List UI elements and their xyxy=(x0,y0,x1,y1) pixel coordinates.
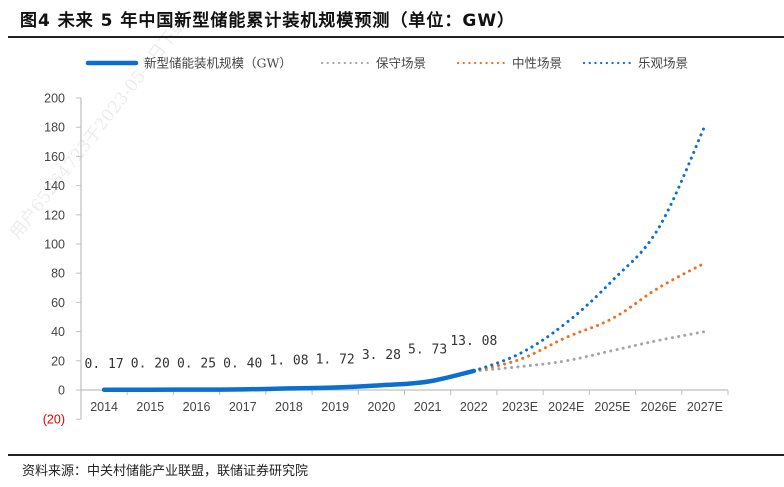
top-divider xyxy=(8,36,784,38)
data-label: 0. 17 xyxy=(85,357,124,372)
series-actual xyxy=(101,368,477,393)
x-tick-label: 2014 xyxy=(90,400,118,414)
y-tick-label: 80 xyxy=(51,267,65,281)
x-tick-label: 2017 xyxy=(229,400,257,414)
series-line-neutral xyxy=(472,261,707,373)
legend-item-conservative: 保守场景 xyxy=(320,56,426,71)
series-optimistic xyxy=(472,124,707,373)
data-label: 1. 72 xyxy=(316,352,355,367)
data-label: 0. 40 xyxy=(223,356,262,371)
y-tick-label: 200 xyxy=(44,92,65,106)
series-layer xyxy=(101,124,707,393)
data-label: 0. 20 xyxy=(131,357,170,372)
x-tick-label: 2025E xyxy=(594,400,630,414)
series-line-actual xyxy=(101,368,477,393)
data-labels: 0. 17 0. 20 0. 25 0. 40 1. 08 1. 72 3. 28 5. 73… xyxy=(85,334,498,372)
bottom-divider xyxy=(8,454,784,456)
y-tick-label: 160 xyxy=(44,150,65,164)
legend-label-actual: 新型储能装机规模（GW） xyxy=(144,56,292,71)
x-tick-label: 2015 xyxy=(136,400,164,414)
x-tick-label: 2018 xyxy=(275,400,303,414)
y-tick-label: 20 xyxy=(51,354,65,368)
x-tick-label: 2022 xyxy=(460,400,488,414)
legend-label-neutral: 中性场景 xyxy=(512,56,562,71)
x-tick-label: 2027E xyxy=(687,400,723,414)
data-label: 0. 25 xyxy=(177,357,216,372)
x-tick-label: 2023E xyxy=(502,400,538,414)
legend-label-optimistic: 乐观场景 xyxy=(638,56,688,71)
legend-label-conservative: 保守场景 xyxy=(376,56,426,71)
y-tick-label: 40 xyxy=(51,325,65,339)
x-tick-label: 2019 xyxy=(321,400,349,414)
chart: 用户65264723于2023-05-1日下载 新型储能装机规模（GW） 保守场景… xyxy=(6,13,729,427)
y-tick-label: 140 xyxy=(44,179,65,193)
y-tick-label: (20) xyxy=(43,413,65,427)
data-label: 13. 08 xyxy=(450,334,497,349)
x-tick-label: 2016 xyxy=(183,400,211,414)
figure-title: 图4 未来 5 年中国新型储能累计装机规模预测（单位：GW） xyxy=(20,11,516,31)
source-note: 资料来源：中关村储能产业联盟，联储证券研究院 xyxy=(22,464,309,479)
legend-item-optimistic: 乐观场景 xyxy=(582,56,688,71)
x-tick-label: 2026E xyxy=(641,400,677,414)
y-tick-label: 60 xyxy=(51,296,65,310)
legend-item-neutral: 中性场景 xyxy=(456,56,562,71)
series-line-optimistic xyxy=(472,124,707,373)
y-tick-label: 120 xyxy=(44,208,65,222)
x-tick-label: 2024E xyxy=(548,400,584,414)
data-label: 1. 08 xyxy=(269,353,308,368)
y-tick-label: 0 xyxy=(58,384,65,398)
x-tick-label: 2020 xyxy=(367,400,395,414)
series-line-conservative xyxy=(472,330,707,373)
x-tick-label: 2021 xyxy=(414,400,442,414)
data-label: 5. 73 xyxy=(408,343,447,358)
series-conservative xyxy=(472,330,707,373)
legend: 新型储能装机规模（GW） 保守场景 中性场景 乐观场景 xyxy=(85,56,688,71)
legend-item-actual: 新型储能装机规模（GW） xyxy=(85,56,292,71)
y-tick-label: 100 xyxy=(44,238,65,252)
series-neutral xyxy=(472,261,707,373)
data-label: 3. 28 xyxy=(362,348,401,363)
watermark: 用户65264723于2023-05-1日下载 xyxy=(6,13,192,243)
y-tick-label: 180 xyxy=(44,121,65,135)
